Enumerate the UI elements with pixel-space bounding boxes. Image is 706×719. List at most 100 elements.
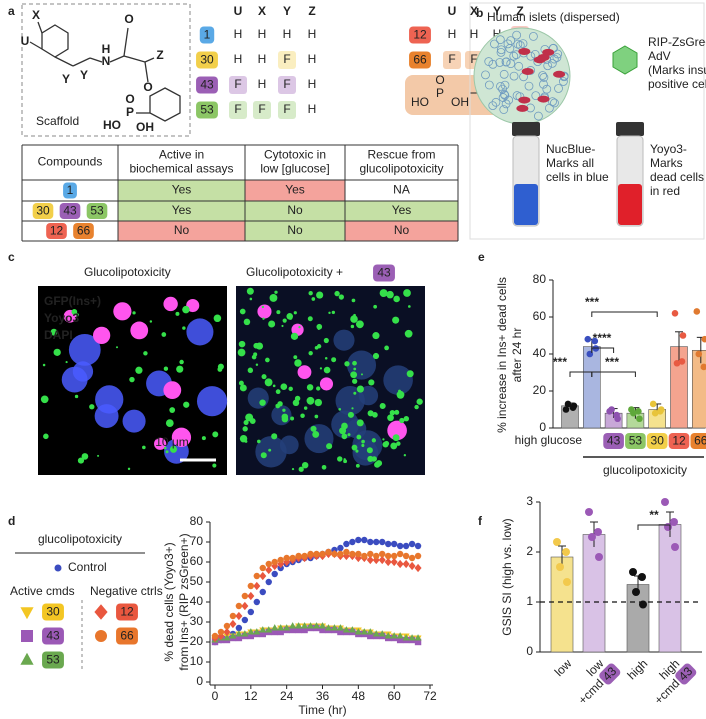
marker xyxy=(259,630,266,638)
y-tick-label: 60 xyxy=(190,554,204,568)
compound-badge xyxy=(409,51,431,69)
marker xyxy=(289,626,296,634)
ins-signal xyxy=(249,297,253,301)
dead-cell xyxy=(537,95,550,103)
dead-cell xyxy=(297,365,312,380)
marker xyxy=(235,630,243,637)
compound-badge xyxy=(373,264,395,282)
ins-signal xyxy=(183,401,190,408)
legend-group: Active cmds xyxy=(10,584,75,598)
islet-cell xyxy=(550,98,559,108)
ins-signal xyxy=(347,411,354,418)
ins-signal xyxy=(334,290,340,297)
atom-label: O xyxy=(143,80,152,94)
compound-id: 43 xyxy=(63,204,77,218)
ins-signal xyxy=(276,310,281,315)
atom-label: Z xyxy=(156,48,163,62)
marker xyxy=(283,554,290,562)
ins-signal xyxy=(293,355,298,360)
marker xyxy=(271,624,279,631)
ins-signal xyxy=(360,373,363,376)
marker xyxy=(396,559,404,569)
ins-signal xyxy=(217,366,223,372)
ins-signal xyxy=(368,379,375,386)
marker xyxy=(378,555,386,565)
data-point xyxy=(701,335,706,343)
ins-signal xyxy=(390,442,398,450)
ins-signal xyxy=(97,454,100,457)
y-tick-label: 30 xyxy=(190,614,204,628)
ins-signal xyxy=(303,406,308,410)
substituent: H xyxy=(258,77,267,91)
islet-cell xyxy=(518,39,528,48)
scaffold-structure xyxy=(29,21,181,122)
marker xyxy=(313,622,321,629)
islet-cell xyxy=(509,71,519,81)
ins-signal xyxy=(43,433,49,440)
ins-signal xyxy=(259,399,266,406)
compound-badge xyxy=(86,203,108,219)
ins-signal xyxy=(261,374,267,380)
ins-signal xyxy=(53,348,61,357)
reporter-text: RIP-ZsGreen xyxy=(648,35,706,49)
marker xyxy=(342,626,350,633)
y-tick-label: 70 xyxy=(190,534,204,548)
table-header: Cytotoxic in xyxy=(264,148,326,162)
substituent: H xyxy=(308,102,317,116)
ins-signal xyxy=(366,447,373,454)
compound-id: 53 xyxy=(200,103,214,117)
dead-cell xyxy=(257,304,272,319)
ins-signal xyxy=(294,359,302,367)
islet-cell xyxy=(526,51,536,61)
marker xyxy=(307,550,314,558)
islet-cell xyxy=(513,39,523,49)
marker xyxy=(367,632,374,640)
marker xyxy=(372,630,380,637)
data-point xyxy=(649,400,657,408)
ins-signal xyxy=(265,380,272,387)
ins-signal xyxy=(115,346,119,349)
marker xyxy=(229,619,237,629)
marker xyxy=(378,630,386,637)
marker xyxy=(265,578,272,586)
atom-label: Y xyxy=(80,68,88,82)
ins-signal xyxy=(74,394,79,399)
substituent-shade xyxy=(253,101,271,119)
bar xyxy=(582,534,606,653)
marker xyxy=(414,634,422,641)
islet-cell xyxy=(539,73,549,82)
compound-id: 43 xyxy=(200,78,214,92)
data-point xyxy=(695,350,703,358)
data-point xyxy=(562,406,570,413)
ins-signal xyxy=(373,304,377,309)
data-point xyxy=(584,335,592,343)
nucleus xyxy=(352,430,383,461)
marker xyxy=(337,628,344,636)
x-tick-label: 36 xyxy=(316,689,330,703)
data-point xyxy=(591,337,599,345)
y-tick-label: 20 xyxy=(190,634,204,648)
marker xyxy=(367,538,374,546)
marker xyxy=(247,628,255,635)
compound-id: 12 xyxy=(413,28,427,42)
marker xyxy=(283,624,291,631)
data-point xyxy=(632,588,640,596)
ins-signal xyxy=(245,413,254,422)
reaction-atom: O xyxy=(435,73,444,87)
compound-badge xyxy=(196,51,218,69)
compound-badge xyxy=(59,203,81,219)
y-axis-label: % dead cells (Yoyo3+) xyxy=(162,542,176,661)
y-tick-label: 0 xyxy=(526,644,533,658)
ins-signal xyxy=(143,351,148,356)
legend-label: Control xyxy=(68,560,107,574)
ins-signal xyxy=(274,290,278,294)
marker xyxy=(229,632,237,639)
data-point xyxy=(569,404,577,411)
islet-cell xyxy=(499,69,509,79)
ins-signal xyxy=(312,430,320,438)
substituent: H xyxy=(234,27,243,41)
marker xyxy=(343,540,350,548)
ins-signal xyxy=(169,407,176,413)
ins-signal xyxy=(372,352,380,360)
data-point xyxy=(661,498,669,506)
